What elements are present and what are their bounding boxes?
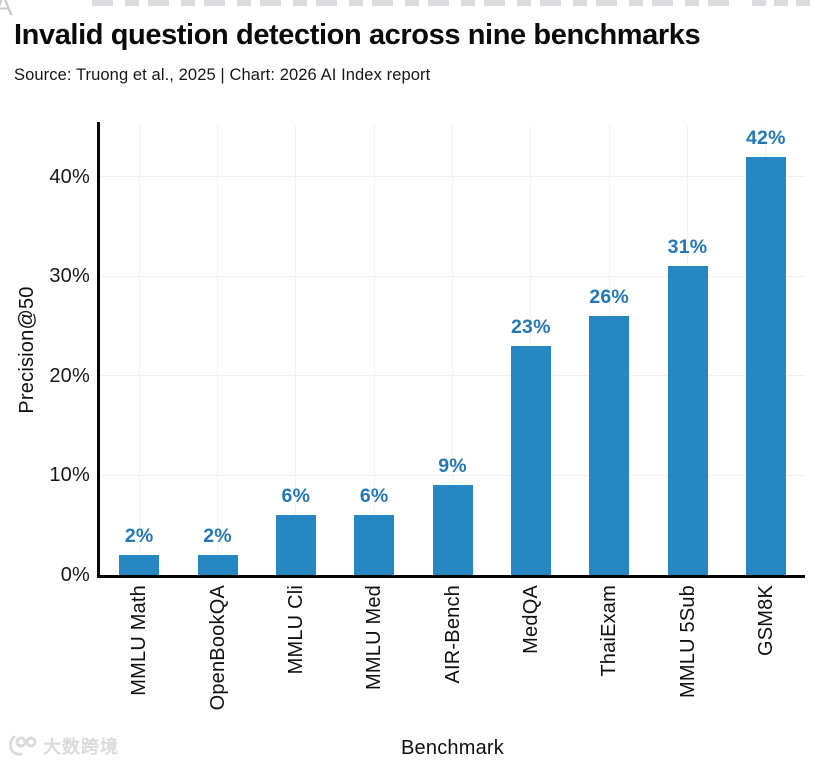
bar [197, 555, 238, 575]
x-tick-label: MMLU Math [128, 585, 151, 696]
cropped-header-text [92, 0, 740, 6]
bar-value-label: 9% [438, 455, 467, 477]
y-tick-label: 0% [60, 564, 90, 586]
bar-value-label: 42% [746, 127, 786, 149]
x-tick-label: MMLU Med [363, 585, 386, 690]
v-gridline [295, 125, 297, 575]
v-gridline [452, 125, 453, 575]
bar [275, 515, 316, 575]
bar-value-label: 26% [589, 286, 629, 308]
x-tick-label: GSM8K [754, 585, 777, 657]
v-gridline [138, 125, 140, 575]
x-axis-line [97, 575, 805, 578]
watermark-label: 大数跨境 [43, 737, 119, 757]
y-tick-label: 10% [49, 464, 90, 487]
bar [354, 515, 395, 575]
bar-value-label: 2% [124, 525, 154, 547]
cropped-header-text-right [752, 0, 812, 6]
chart-title: Invalid question detection across nine b… [14, 19, 701, 51]
y-tick-label: 30% [49, 265, 90, 288]
bar-value-label: 2% [203, 525, 232, 547]
watermark: 大数跨境 [8, 733, 119, 759]
bar-value-label: 6% [281, 485, 311, 507]
bar [667, 266, 708, 575]
y-axis-line [97, 122, 100, 578]
y-axis-title: Precision@50 [16, 286, 38, 414]
x-tick-label: OpenBookQA [206, 585, 229, 711]
x-tick-label: ThaiExam [598, 585, 621, 677]
bar [745, 157, 786, 575]
x-tick-label: MedQA [519, 585, 542, 654]
bar [432, 485, 473, 575]
watermark-logo-icon [9, 735, 37, 756]
bar [589, 316, 630, 575]
v-gridline [373, 125, 375, 575]
chart-source-caption: Source: Truong et al., 2025 | Chart: 202… [14, 66, 431, 84]
bar-value-label: 6% [359, 485, 389, 507]
y-tick-label: 40% [49, 165, 90, 188]
x-tick-label: AIR-Bench [441, 585, 464, 684]
v-gridline [217, 125, 218, 575]
x-tick-label: MMLU 5Sub [676, 585, 699, 698]
bar [119, 555, 160, 575]
bar-value-label: 23% [511, 316, 551, 338]
cropped-corner-glyph: A [0, 0, 13, 21]
x-axis-title: Benchmark [401, 737, 504, 759]
x-tick-label: MMLU Cli [284, 585, 307, 675]
bar [510, 346, 551, 575]
y-tick-label: 20% [49, 364, 90, 387]
bar-value-label: 31% [667, 236, 708, 258]
